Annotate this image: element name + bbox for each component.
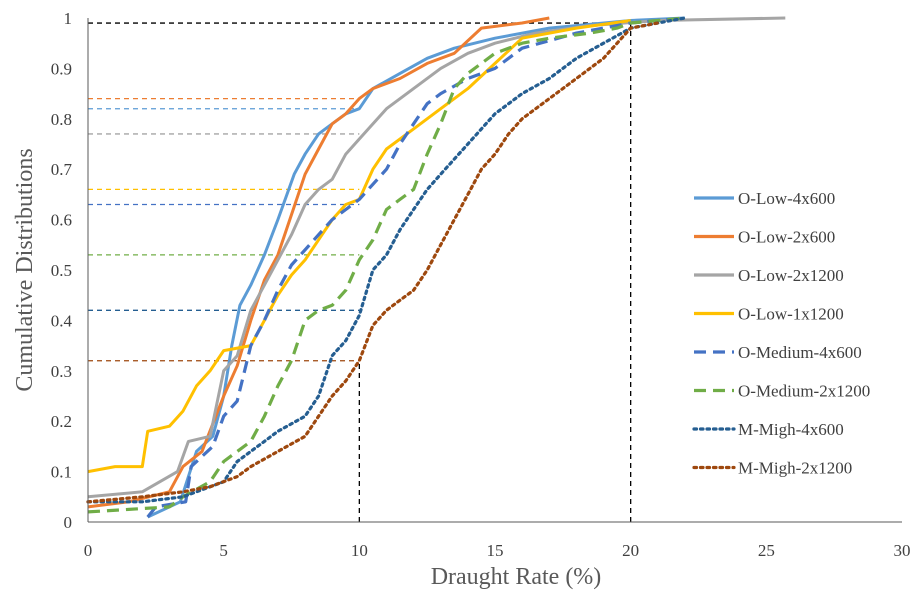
y-tick-label: 0.5 bbox=[51, 261, 72, 280]
y-tick-label: 0 bbox=[64, 513, 73, 532]
legend-label: M-Migh-2x1200 bbox=[738, 459, 852, 478]
y-tick-label: 0.3 bbox=[51, 362, 72, 381]
x-tick-label: 5 bbox=[219, 541, 228, 560]
legend-label: O-Low-2x1200 bbox=[738, 266, 844, 285]
y-tick-label: 0.2 bbox=[51, 412, 72, 431]
y-tick-label: 0.9 bbox=[51, 59, 72, 78]
series-line-o-low-2x600 bbox=[87, 16, 550, 509]
x-tick-label: 0 bbox=[84, 541, 93, 560]
y-tick-label: 0.7 bbox=[51, 160, 73, 179]
reference-lines bbox=[88, 22, 632, 522]
series-line-m-migh-2x1200 bbox=[86, 21, 660, 504]
legend-label: O-Low-2x600 bbox=[738, 228, 835, 247]
x-tick-label: 30 bbox=[894, 541, 911, 560]
x-tick-label: 25 bbox=[758, 541, 775, 560]
series-line-o-medium-2x1200 bbox=[87, 16, 686, 514]
y-tick-label: 0.6 bbox=[51, 211, 72, 230]
legend: O-Low-4x600 O-Low-2x600 O-Low-2x1200 O-Low-… bbox=[692, 189, 870, 478]
y-axis-title: Cumulative Distributions bbox=[12, 148, 38, 391]
x-tick-label: 20 bbox=[622, 541, 639, 560]
legend-label: O-Low-4x600 bbox=[738, 189, 835, 208]
y-tick-label: 1 bbox=[64, 9, 73, 28]
series-line-o-low-1x1200 bbox=[87, 19, 631, 474]
series-line-o-low-2x1200 bbox=[87, 16, 786, 499]
x-tick-label: 10 bbox=[351, 541, 368, 560]
x-axis-title: Draught Rate (%) bbox=[431, 564, 602, 590]
legend-label: O-Medium-2x1200 bbox=[738, 382, 870, 401]
legend-label: O-Low-1x1200 bbox=[738, 305, 844, 324]
x-tick-label: 15 bbox=[487, 541, 504, 560]
series-line-o-medium-4x600 bbox=[146, 16, 686, 519]
tick-labels: 0 5 10 15 20 25 30 0 0.1 0.2 0.3 0.4 0.5 0.6 0.7 0.8 0.9… bbox=[51, 9, 911, 560]
axes bbox=[87, 18, 902, 523]
legend-label: M-Migh-4x600 bbox=[738, 420, 844, 439]
y-tick-label: 0.8 bbox=[51, 110, 72, 129]
series-line-o-low-4x600 bbox=[147, 16, 685, 519]
series-line-m-migh-4x600 bbox=[86, 16, 687, 504]
y-tick-label: 0.1 bbox=[51, 463, 72, 482]
y-tick-label: 0.4 bbox=[51, 311, 73, 330]
legend-label: O-Medium-4x600 bbox=[738, 343, 862, 362]
series-lines bbox=[86, 16, 786, 519]
